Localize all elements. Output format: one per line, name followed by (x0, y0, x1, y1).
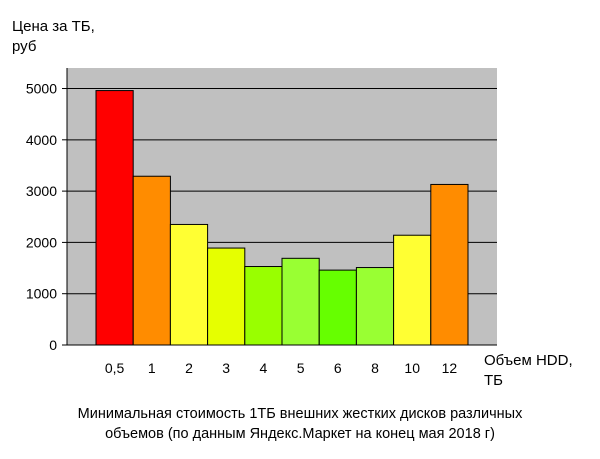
bar-6 (318, 269, 357, 346)
y-tick-label-1: 1000 (26, 286, 57, 302)
x-tick-label-1: 1 (148, 360, 156, 376)
x-tick-label-0: 0,5 (105, 360, 125, 376)
x-tick-label-8: 10 (404, 360, 420, 376)
chart-caption-line-2: объемов (по данным Яндекс.Маркет на коне… (105, 426, 495, 442)
y-tick-label-5: 5000 (26, 81, 57, 97)
chart-caption-line-1: Минимальная стоимость 1ТБ внешних жестки… (77, 406, 523, 422)
bar-0 (95, 90, 134, 346)
bar-9 (430, 183, 469, 346)
x-tick-label-4: 4 (260, 360, 268, 376)
x-tick-label-3: 3 (222, 360, 230, 376)
x-axis-title: Объем HDD, ТБ (484, 351, 573, 391)
y-axis-title: Цена за ТБ, руб (12, 17, 95, 57)
x-tick-label-5: 5 (297, 360, 305, 376)
y-axis-title-line-2: руб (12, 38, 37, 55)
chart-caption: Минимальная стоимость 1ТБ внешних жестки… (0, 404, 600, 444)
y-tick-label-3: 3000 (26, 183, 57, 199)
x-tick-label-9: 12 (442, 360, 458, 376)
bar-5 (281, 257, 320, 346)
x-tick-label-6: 6 (334, 360, 342, 376)
bar-2 (169, 223, 209, 346)
y-tick-label-2: 2000 (26, 234, 57, 250)
x-axis-title-line-2: ТБ (484, 372, 504, 389)
bar-1 (132, 175, 171, 346)
bar-3 (207, 247, 246, 346)
x-tick-label-2: 2 (185, 360, 193, 376)
y-tick-label-0: 0 (49, 337, 57, 353)
x-axis-title-line-1: Объем HDD, (484, 352, 573, 369)
y-tick-label-4: 4000 (26, 132, 57, 148)
y-axis-title-line-1: Цена за ТБ, (12, 18, 95, 35)
bar-7 (355, 267, 395, 346)
bar-4 (244, 266, 283, 346)
x-tick-label-7: 8 (371, 360, 379, 376)
bar-8 (393, 234, 432, 346)
